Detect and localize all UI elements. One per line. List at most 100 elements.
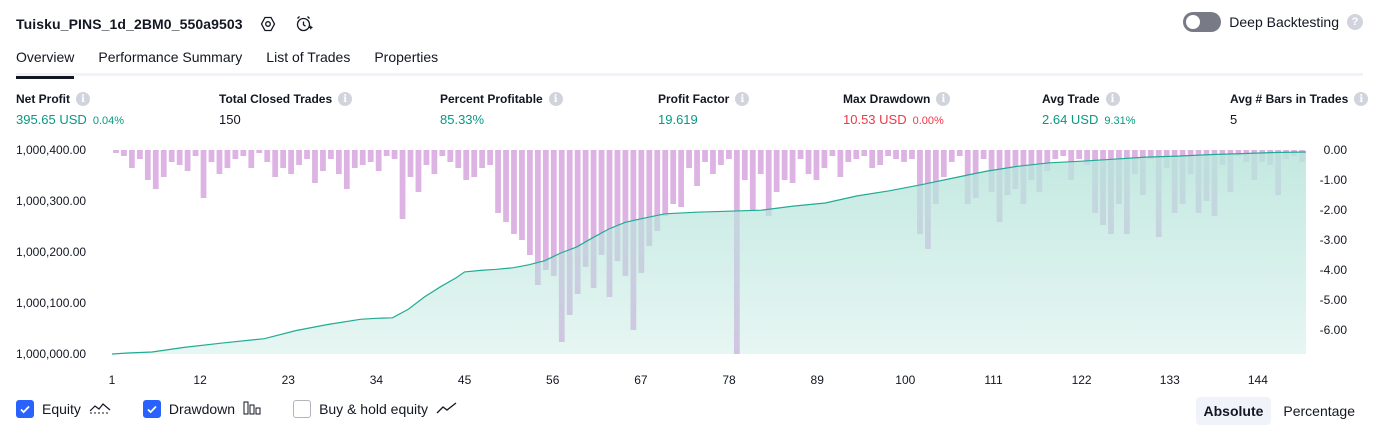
drawdown-bar bbox=[1076, 150, 1083, 159]
metric-percent: 0.00% bbox=[912, 115, 944, 127]
drawdown-bar bbox=[129, 150, 135, 168]
drawdown-bar bbox=[184, 150, 191, 171]
drawdown-bar bbox=[813, 150, 820, 180]
chart-legend: Equity Drawdown Buy & hold equity bbox=[16, 400, 482, 418]
legend-equity-label: Equity bbox=[42, 401, 81, 417]
drawdown-bar bbox=[869, 150, 876, 168]
drawdown-bar bbox=[447, 150, 454, 162]
drawdown-bar bbox=[542, 150, 549, 270]
drawdown-bar bbox=[121, 150, 127, 156]
drawdown-bar bbox=[940, 150, 947, 177]
legend-drawdown[interactable]: Drawdown bbox=[142, 400, 261, 418]
drawdown-bar bbox=[686, 150, 692, 168]
add-alert-icon[interactable] bbox=[293, 13, 315, 35]
equity-checkbox[interactable] bbox=[16, 400, 34, 418]
deep-backtesting-control: Deep Backtesting ? bbox=[1183, 12, 1363, 32]
metric-value: 5 bbox=[1230, 112, 1238, 127]
drawdown-bar bbox=[622, 150, 629, 276]
drawdown-bar bbox=[176, 150, 183, 165]
drawdown-bar bbox=[495, 150, 501, 213]
drawdown-bar bbox=[375, 150, 382, 171]
drawdown-bar bbox=[527, 150, 533, 255]
buy-hold-line-icon bbox=[436, 401, 458, 418]
drawdown-bar bbox=[789, 150, 796, 183]
drawdown-bar bbox=[781, 150, 788, 180]
x-tick-label: 133 bbox=[1160, 373, 1180, 387]
absolute-button[interactable]: Absolute bbox=[1195, 397, 1272, 425]
drawdown-bar bbox=[359, 150, 366, 165]
drawdown-bar bbox=[749, 150, 756, 210]
y-left-tick-label: 1,000,200.00 bbox=[16, 245, 86, 259]
info-icon[interactable]: i bbox=[76, 92, 90, 106]
drawdown-bar bbox=[1052, 150, 1059, 159]
drawdown-bar bbox=[726, 150, 732, 159]
settings-icon[interactable] bbox=[257, 13, 279, 35]
x-tick-label: 100 bbox=[895, 373, 915, 387]
tab-overview[interactable]: Overview bbox=[16, 44, 75, 79]
help-icon[interactable]: ? bbox=[1347, 14, 1363, 30]
drawdown-bar bbox=[956, 150, 963, 156]
drawdown-bar bbox=[415, 150, 422, 192]
drawdown-bar bbox=[113, 150, 119, 153]
drawdown-bar bbox=[590, 150, 597, 288]
drawdown-bar bbox=[335, 150, 342, 174]
metric-label: Net Profit bbox=[16, 92, 70, 106]
drawdown-bar bbox=[1084, 150, 1090, 165]
drawdown-bar bbox=[598, 150, 605, 255]
drawdown-bar bbox=[463, 150, 470, 180]
x-tick-label: 144 bbox=[1248, 373, 1268, 387]
legend-buy-hold-equity[interactable]: Buy & hold equity bbox=[293, 400, 458, 418]
info-icon[interactable]: i bbox=[735, 92, 750, 106]
y-right-tick-label: -6.00 bbox=[1320, 323, 1348, 337]
drawdown-bar bbox=[845, 150, 852, 162]
drawdown-bar bbox=[391, 150, 398, 159]
x-tick-label: 67 bbox=[634, 373, 648, 387]
info-icon[interactable]: i bbox=[1105, 92, 1120, 106]
info-icon[interactable]: i bbox=[936, 92, 951, 106]
y-axis-left: 1,000,400.00 1,000,300.00 1,000,200.00 1,00… bbox=[16, 143, 86, 361]
drawdown-bar bbox=[471, 150, 478, 177]
drawdown-checkbox[interactable] bbox=[142, 400, 161, 418]
drawdown-bar bbox=[909, 150, 915, 159]
drawdown-bar bbox=[264, 150, 271, 162]
info-icon[interactable]: i bbox=[1354, 92, 1369, 106]
info-icon[interactable]: i bbox=[338, 92, 353, 106]
x-tick-label: 78 bbox=[722, 373, 736, 387]
drawdown-bar bbox=[296, 150, 302, 165]
metric-percent-profitable: Percent Profitable i 85.33% bbox=[440, 92, 563, 127]
info-icon[interactable]: i bbox=[548, 92, 563, 106]
drawdown-bar bbox=[1235, 150, 1242, 156]
drawdown-bar bbox=[248, 150, 255, 168]
drawdown-bar bbox=[240, 150, 247, 156]
drawdown-bar bbox=[606, 150, 613, 297]
drawdown-bar bbox=[574, 150, 581, 294]
drawdown-bar bbox=[280, 150, 287, 168]
drawdown-bar bbox=[670, 150, 677, 204]
drawdown-bar bbox=[654, 150, 661, 231]
metric-avg-bars-in-trades: Avg # Bars in Trades i 5 bbox=[1230, 92, 1369, 127]
x-tick-label: 89 bbox=[811, 373, 825, 387]
deep-backtesting-toggle[interactable] bbox=[1183, 12, 1222, 32]
metric-value: 2.64 USD bbox=[1042, 112, 1099, 127]
drawdown-bar bbox=[479, 150, 486, 168]
drawdown-bar bbox=[351, 150, 358, 168]
drawdown-bar bbox=[765, 150, 772, 216]
legend-equity[interactable]: Equity bbox=[16, 400, 111, 418]
x-tick-label: 23 bbox=[282, 373, 296, 387]
equity-drawdown-chart[interactable]: 1,000,400.00 1,000,300.00 1,000,200.00 1,00… bbox=[0, 138, 1379, 390]
drawdown-bar bbox=[797, 150, 804, 159]
drawdown-bar bbox=[487, 150, 493, 165]
drawdown-bar bbox=[829, 150, 836, 156]
tab-performance-summary[interactable]: Performance Summary bbox=[98, 49, 243, 65]
metric-label: Max Drawdown bbox=[843, 92, 931, 106]
buy-hold-checkbox[interactable] bbox=[293, 400, 312, 418]
tab-list-of-trades[interactable]: List of Trades bbox=[266, 49, 351, 65]
metric-profit-factor: Profit Factor i 19.619 bbox=[658, 92, 750, 127]
drawdown-bar bbox=[773, 150, 780, 192]
drawdown-bar bbox=[216, 150, 223, 174]
drawdown-bar bbox=[168, 150, 175, 162]
tab-properties[interactable]: Properties bbox=[374, 49, 439, 65]
percentage-button[interactable]: Percentage bbox=[1283, 403, 1355, 419]
x-tick-label: 111 bbox=[984, 373, 1003, 387]
metric-value: 150 bbox=[219, 112, 241, 127]
